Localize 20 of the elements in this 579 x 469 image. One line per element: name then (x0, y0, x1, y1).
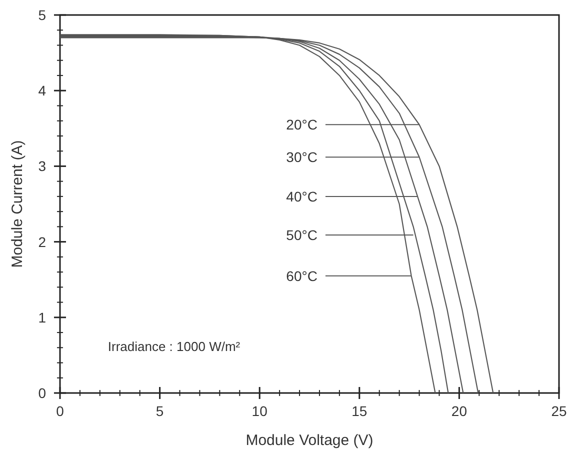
annotation: 20°C (286, 116, 318, 133)
y-tick-label: 2 (38, 234, 46, 250)
annotation: 60°C (286, 268, 318, 284)
x-tick-label: 10 (252, 403, 268, 419)
x-tick-label: 20 (451, 403, 468, 419)
y-tick-label: 3 (38, 158, 46, 174)
y-tick-label: 1 (38, 309, 46, 326)
x-tick-label: 5 (156, 403, 164, 419)
annotation: Irradiance : 1000 W/m² (108, 339, 241, 354)
annotation: 40°C (286, 188, 318, 204)
annotation: 30°C (286, 149, 318, 166)
x-tick-label: 25 (551, 403, 567, 419)
y-axis-title: Module Current (A) (9, 140, 26, 268)
y-tick-label: 4 (38, 82, 46, 99)
x-axis-title: Module Voltage (V) (246, 432, 374, 449)
x-tick-label: 15 (352, 403, 368, 419)
x-tick-label: 0 (56, 403, 64, 419)
y-tick-label: 5 (38, 7, 46, 23)
annotation: 50°C (286, 226, 318, 243)
y-tick-label: 0 (38, 385, 46, 401)
